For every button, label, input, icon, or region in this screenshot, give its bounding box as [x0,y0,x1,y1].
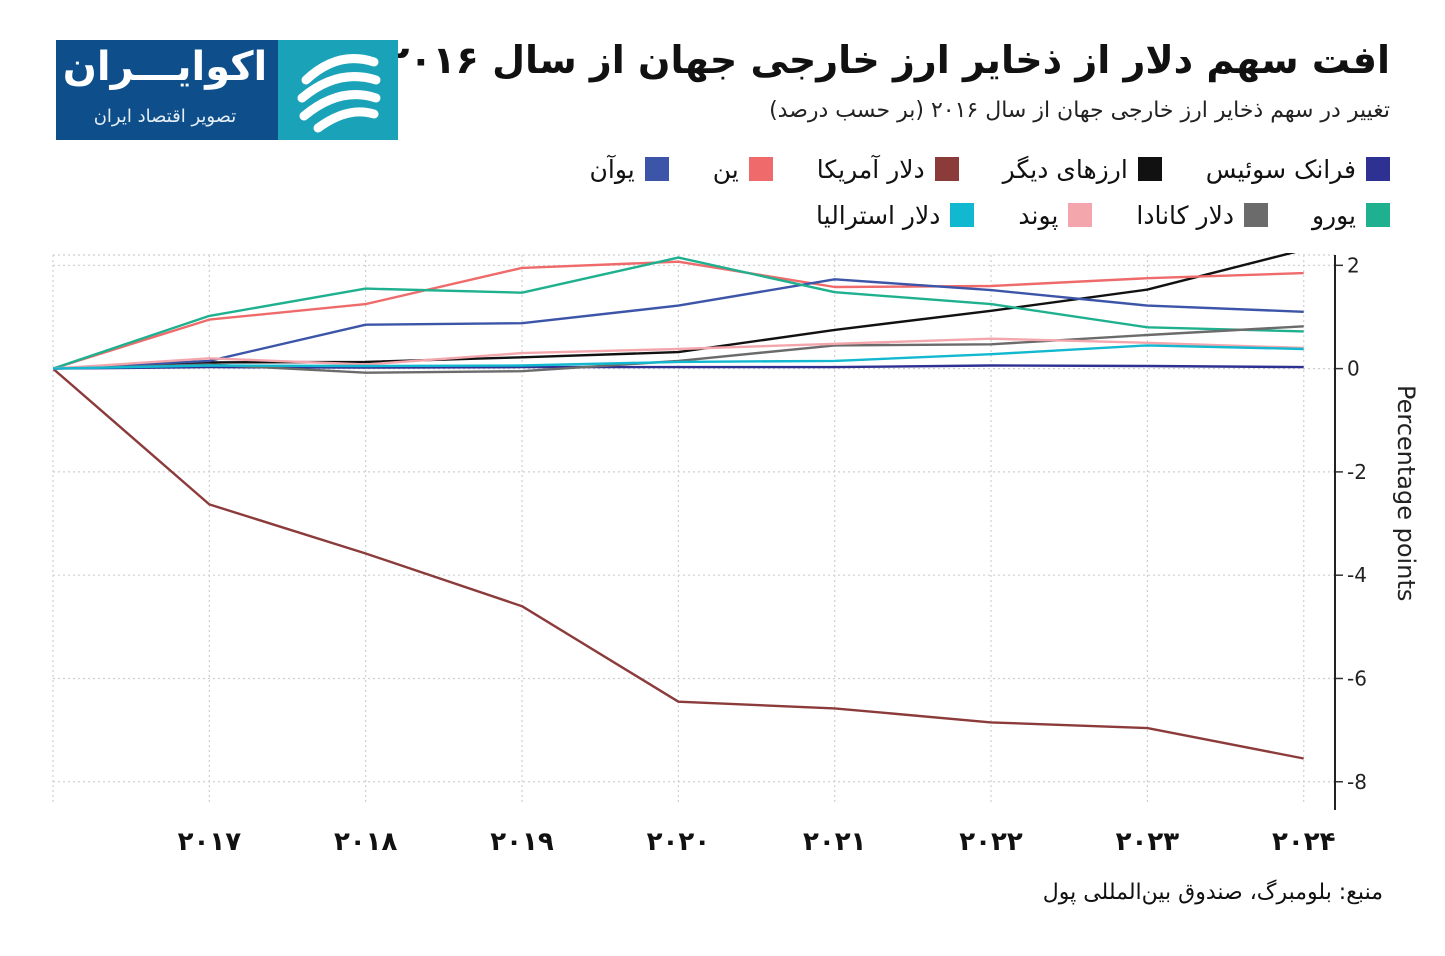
legend-swatch [748,157,773,181]
x-tick-label: ۲۰۱۸ [334,827,398,857]
y-tick-label: 0 [1347,357,1360,381]
legend-swatch [1068,203,1093,227]
legend-label: دلار استرالیا [816,200,941,230]
chart-legend: فرانک سوئیس ارزهای دیگر دلار آمریکا ین یوآن ی… [430,150,1390,234]
brand-logo: اکوایـــران تصویر اقتصاد ایران [56,40,398,140]
y-axis-label: Percentage points [1392,385,1420,601]
legend-label: پوند [1018,200,1059,230]
y-tick-label: -4 [1347,563,1367,587]
series-line [53,253,1296,370]
legend-item: ارزهای دیگر [1003,150,1162,188]
legend-item: دلار استرالیا [816,196,975,234]
legend-swatch [934,157,959,181]
logo-text-block: اکوایـــران تصویر اقتصاد ایران [56,40,278,140]
axes [1334,255,1343,810]
series-line [53,367,1304,760]
series-lines [53,253,1304,760]
legend-swatch [1137,157,1162,181]
legend-label: ارزهای دیگر [1002,154,1128,184]
chart-subtitle: تغییر در سهم ذخایر ارز خارجی جهان از سال… [769,98,1390,123]
legend-label: فرانک سوئیس [1205,154,1356,184]
ekoiran-logo-mark-icon [278,40,398,140]
y-tick-label: 2 [1347,253,1360,277]
legend-label: یورو [1311,200,1356,230]
legend-item: یوآن [590,150,669,188]
logo-tagline: تصویر اقتصاد ایران [93,106,237,127]
legend-swatch [1243,203,1268,227]
legend-item: ین [713,150,773,188]
series-line [53,344,1304,370]
legend-swatch [950,203,975,227]
legend-item: یورو [1312,196,1390,234]
legend-item: فرانک سوئیس [1206,150,1390,188]
legend-swatch [1366,203,1390,227]
x-tick-label: ۲۰۱۷ [178,827,242,857]
source-note: منبع: بلومبرگ، صندوق بین‌المللی پول [1042,880,1383,905]
legend-label: دلار آمریکا [816,154,925,184]
legend-item: دلار آمریکا [817,150,959,188]
legend-item: دلار کانادا [1136,196,1268,234]
series-line [53,278,1304,370]
grid-lines [52,254,1335,805]
series-line [53,337,1304,370]
logo-name: اکوایـــران [62,44,268,90]
x-tick-label: ۲۰۲۴ [1272,827,1335,857]
chart-title: افت سهم دلار از ذخایر ارز خارجی جهان از … [386,38,1390,82]
y-tick-label: -2 [1347,460,1367,484]
x-tick-label: ۲۰۱۹ [490,827,554,857]
y-tick-label: -6 [1347,666,1367,690]
x-tick-label: ۲۰۲۲ [959,827,1023,857]
x-tick-label: ۲۰۲۳ [1116,827,1180,857]
legend-swatch [644,157,669,181]
legend-label: یوآن [589,154,635,184]
x-tick-label: ۲۰۲۰ [647,827,710,857]
legend-item: پوند [1018,196,1093,234]
y-tick-label: -8 [1347,770,1367,794]
series-line [53,260,1304,370]
x-tick-label: ۲۰۲۱ [803,827,866,857]
tick-labels: 2 0 -2 -4 -6 -8 ۲۰۱۷ ۲۰۱۸ ۲۰۱۹ ۲۰۲۰ ۲۰۲۱ ۲۰۲۲ ۲۰۲۳ ۲۰… [178,253,1367,857]
series-line [53,256,1304,370]
legend-swatch [1366,157,1390,181]
legend-label: ین [712,154,739,184]
legend-label: دلار کانادا [1136,200,1234,230]
